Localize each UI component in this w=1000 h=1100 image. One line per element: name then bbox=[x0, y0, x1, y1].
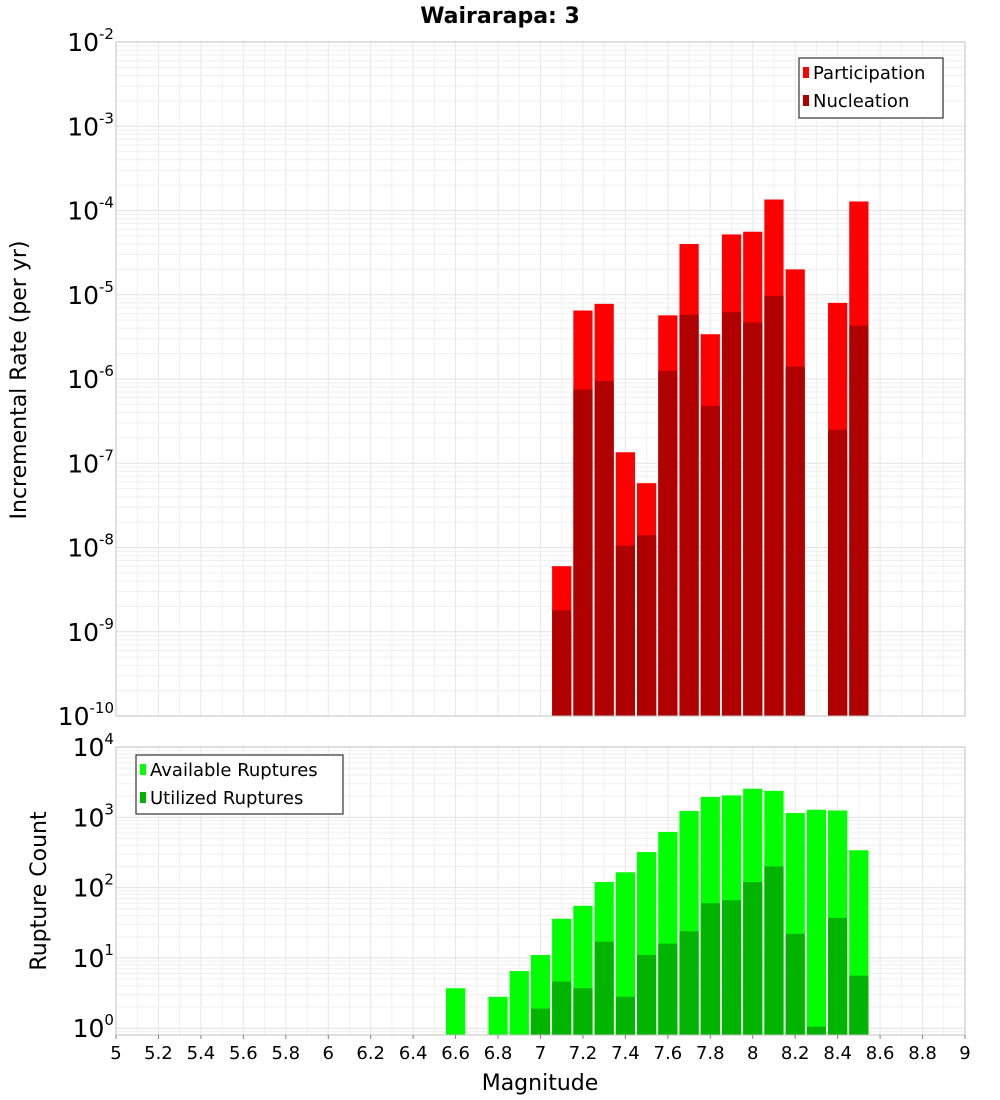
count-bar-b-7.1 bbox=[552, 981, 572, 1035]
rate-bar-b-8 bbox=[743, 322, 763, 716]
legend-label-utilized: Utilized Ruptures bbox=[150, 788, 303, 809]
bars-top bbox=[552, 199, 869, 717]
x-tick-label-16: 8.2 bbox=[781, 1043, 810, 1064]
count-bar-b-8.1 bbox=[764, 866, 784, 1035]
count-ytick-label-2: 102 bbox=[73, 871, 114, 903]
legend-swatch-nucleation bbox=[803, 95, 809, 106]
count-bar-b-8.4 bbox=[828, 917, 848, 1035]
count-bar-b-7.9 bbox=[721, 900, 742, 1035]
x-axis-label: Magnitude bbox=[482, 1071, 599, 1096]
count-bar-b-7.4 bbox=[615, 996, 636, 1035]
x-tick-label-4: 5.8 bbox=[271, 1043, 300, 1064]
x-tick-label-10: 7 bbox=[535, 1043, 546, 1064]
plot-border-top bbox=[115, 41, 966, 717]
count-ytick-label-3: 103 bbox=[73, 800, 114, 832]
legend-label-nucleation: Nucleation bbox=[813, 91, 909, 112]
rate-ytick-label-0: 10-10 bbox=[58, 699, 114, 731]
x-tick-label-15: 8 bbox=[747, 1043, 758, 1064]
count-bar-b-7.5 bbox=[637, 954, 657, 1035]
rate-ytick-label-2: 10-8 bbox=[67, 531, 114, 563]
count-bar-b-7.7 bbox=[679, 931, 699, 1035]
x-ticks: 5 5.2 5.4 5.6 5.8 6 6.2 6.4 6.6 6.8 7 7.2 7.4 7.6 7.8 8… bbox=[110, 1035, 971, 1064]
participation-plot: 10-10 10-9 10-8 10-7 10-6 10-5 10-4 10-3 10-2 In… bbox=[7, 25, 966, 731]
rate-ytick-label-5: 10-5 bbox=[67, 278, 114, 310]
legend-swatch-available bbox=[140, 764, 146, 775]
rate-bar-b-8.4 bbox=[828, 429, 848, 716]
count-ytick-label-1: 101 bbox=[73, 941, 114, 973]
rate-bar-b-7.6 bbox=[658, 370, 678, 716]
x-tick-label-2: 5.4 bbox=[187, 1043, 216, 1064]
rate-bar-b-7.8 bbox=[700, 405, 720, 716]
count-bar-b-7 bbox=[530, 1008, 551, 1035]
count-bar-a-6.8 bbox=[488, 996, 508, 1035]
x-tick-label-17: 8.4 bbox=[823, 1043, 852, 1064]
x-tick-label-9: 6.8 bbox=[484, 1043, 513, 1064]
x-tick-label-6: 6.2 bbox=[356, 1043, 385, 1064]
x-tick-label-1: 5.2 bbox=[144, 1043, 173, 1064]
x-tick-label-11: 7.2 bbox=[569, 1043, 598, 1064]
legend-swatch-participation bbox=[803, 67, 809, 78]
rate-bar-b-8.1 bbox=[764, 295, 784, 716]
x-tick-label-3: 5.6 bbox=[229, 1043, 258, 1064]
count-bar-b-8 bbox=[743, 882, 763, 1035]
count-ytick-label-0: 100 bbox=[73, 1011, 114, 1043]
bars-bottom bbox=[445, 788, 869, 1035]
rate-bar-b-7.4 bbox=[615, 545, 636, 716]
x-tick-label-20: 9 bbox=[959, 1043, 970, 1064]
rate-ytick-label-1: 10-9 bbox=[67, 615, 114, 647]
count-bar-b-7.8 bbox=[700, 903, 720, 1035]
x-tick-label-0: 5 bbox=[110, 1043, 121, 1064]
legend-swatch-utilized bbox=[140, 792, 146, 803]
x-tick-label-7: 6.4 bbox=[399, 1043, 428, 1064]
y-axis-label-bottom: Rupture Count bbox=[27, 811, 52, 971]
y-axis-label-top: Incremental Rate (per yr) bbox=[7, 241, 32, 520]
rate-ytick-label-4: 10-6 bbox=[67, 362, 114, 394]
count-bar-a-6.6 bbox=[445, 988, 466, 1035]
legend-box-bottom bbox=[135, 754, 344, 815]
rate-bar-b-8.2 bbox=[785, 366, 805, 716]
chart-title: Wairarapa: 3 bbox=[420, 4, 580, 29]
count-bar-a-8.3 bbox=[806, 809, 827, 1035]
rate-bar-b-7.5 bbox=[637, 535, 657, 716]
legend-bottom: Available Ruptures Utilized Ruptures bbox=[135, 754, 344, 815]
x-tick-label-12: 7.4 bbox=[611, 1043, 640, 1064]
count-bar-b-8.2 bbox=[785, 933, 805, 1035]
rupture-count-plot: 100 101 102 103 104 5 5.2 5.4 5.6 5.8 6 6.2 6.4 6.6 6… bbox=[27, 730, 971, 1096]
count-ytick-label-4: 104 bbox=[73, 730, 114, 762]
count-bar-a-6.9 bbox=[509, 971, 529, 1035]
count-bar-b-7.2 bbox=[573, 988, 593, 1035]
count-bar-b-7.6 bbox=[658, 943, 678, 1035]
rate-bar-b-7.7 bbox=[679, 314, 699, 716]
y-ticks-bottom: 100 101 102 103 104 bbox=[73, 730, 114, 1043]
x-tick-label-5: 6 bbox=[323, 1043, 334, 1064]
rate-bar-b-7.9 bbox=[721, 312, 742, 716]
legend-top: Participation Nucleation bbox=[798, 57, 944, 119]
legend-label-available: Available Ruptures bbox=[150, 760, 318, 781]
x-tick-label-8: 6.6 bbox=[441, 1043, 470, 1064]
x-tick-label-13: 7.6 bbox=[654, 1043, 683, 1064]
rate-bar-b-7.1 bbox=[552, 610, 572, 716]
count-bar-b-8.3 bbox=[806, 1026, 827, 1035]
rate-bar-b-7.3 bbox=[594, 380, 614, 716]
count-bar-b-8.5 bbox=[849, 975, 869, 1035]
x-tick-label-18: 8.6 bbox=[866, 1043, 895, 1064]
x-tick-label-19: 8.8 bbox=[908, 1043, 937, 1064]
count-bar-b-7.3 bbox=[594, 941, 614, 1035]
x-tick-label-14: 7.8 bbox=[696, 1043, 725, 1064]
count-bar-a-7.4 bbox=[615, 872, 636, 1035]
rate-bar-b-8.5 bbox=[849, 325, 869, 716]
rate-ytick-label-7: 10-3 bbox=[67, 109, 114, 141]
rate-ytick-label-8: 10-2 bbox=[67, 25, 114, 57]
rate-ytick-label-3: 10-7 bbox=[67, 446, 114, 478]
y-ticks-top: 10-10 10-9 10-8 10-7 10-6 10-5 10-4 10-3 10-2 bbox=[58, 25, 114, 731]
rate-ytick-label-6: 10-4 bbox=[67, 194, 114, 226]
rate-bar-b-7.2 bbox=[573, 389, 593, 716]
legend-label-participation: Participation bbox=[813, 63, 925, 84]
legend-box-top bbox=[798, 57, 944, 119]
